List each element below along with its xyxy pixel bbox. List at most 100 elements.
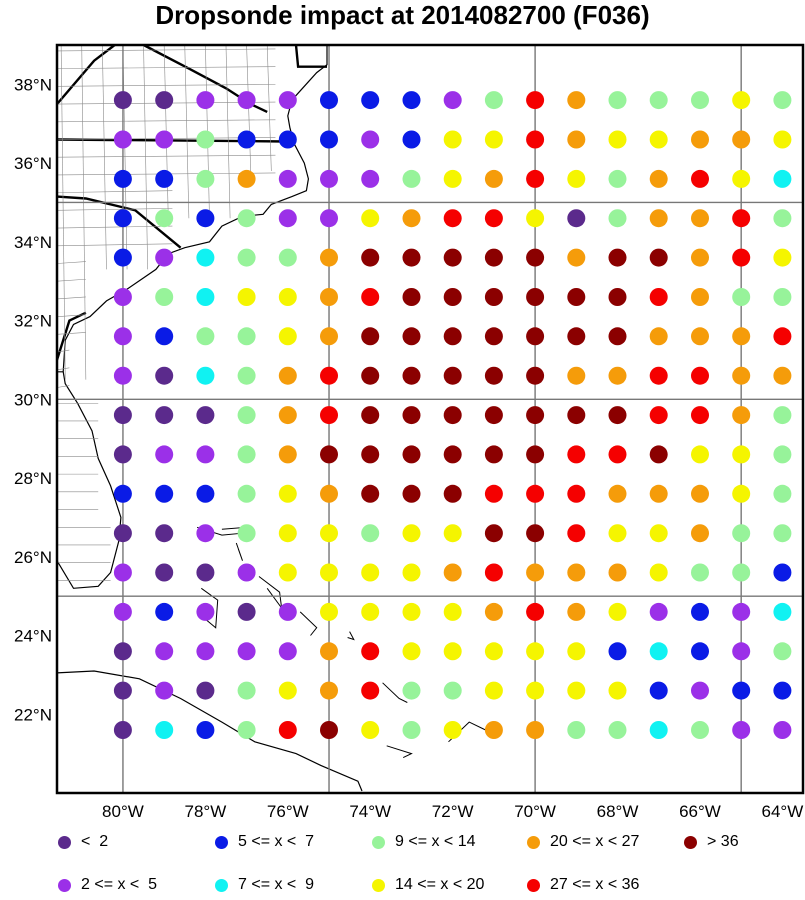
data-point bbox=[649, 327, 668, 346]
data-point bbox=[320, 642, 338, 661]
data-point bbox=[649, 288, 668, 306]
data-point bbox=[691, 484, 709, 503]
data-point bbox=[443, 327, 462, 346]
data-point bbox=[732, 602, 751, 621]
data-point bbox=[320, 248, 338, 267]
data-point bbox=[567, 288, 586, 306]
data-point bbox=[113, 484, 132, 503]
data-point bbox=[526, 406, 545, 425]
data-point bbox=[691, 91, 709, 110]
data-point bbox=[732, 642, 751, 661]
data-point bbox=[443, 366, 462, 385]
data-point bbox=[113, 563, 132, 582]
florida-coastline bbox=[56, 371, 122, 589]
data-point bbox=[278, 91, 297, 110]
data-point bbox=[691, 524, 709, 543]
data-point bbox=[361, 642, 380, 661]
data-point bbox=[567, 91, 586, 110]
data-point bbox=[773, 130, 792, 149]
data-point bbox=[320, 130, 338, 149]
data-point bbox=[443, 524, 462, 543]
data-point bbox=[773, 563, 792, 582]
data-point bbox=[691, 169, 709, 188]
data-point bbox=[567, 445, 586, 464]
data-point bbox=[773, 721, 792, 739]
x-tick-label: 70°W bbox=[514, 802, 556, 821]
data-point bbox=[773, 209, 792, 228]
data-point bbox=[443, 91, 462, 110]
data-point bbox=[691, 642, 709, 661]
data-point bbox=[732, 366, 751, 385]
data-point bbox=[320, 445, 338, 464]
data-point bbox=[278, 248, 297, 267]
data-point bbox=[691, 209, 709, 228]
data-point bbox=[608, 681, 627, 700]
data-point bbox=[484, 406, 503, 425]
data-point bbox=[361, 91, 380, 110]
y-tick-label: 24°N bbox=[14, 627, 52, 646]
data-point bbox=[608, 642, 627, 661]
legend-label: 9 <= x < 14 bbox=[395, 833, 476, 850]
data-point bbox=[402, 524, 421, 543]
data-point bbox=[484, 721, 503, 739]
data-point bbox=[567, 248, 586, 267]
data-point bbox=[567, 130, 586, 149]
data-point bbox=[484, 288, 503, 306]
data-point bbox=[278, 484, 297, 503]
legend-swatch bbox=[58, 835, 71, 849]
island-outline bbox=[386, 745, 413, 759]
data-point bbox=[237, 327, 256, 346]
data-point bbox=[691, 445, 709, 464]
data-point bbox=[691, 288, 709, 306]
state-boundary bbox=[55, 311, 87, 361]
state-boundary bbox=[294, 44, 327, 68]
legend-item: 7 <= x < 9 bbox=[215, 875, 314, 895]
data-point bbox=[732, 721, 751, 739]
data-point bbox=[608, 248, 627, 267]
legend-label: 7 <= x < 9 bbox=[238, 876, 315, 893]
data-point bbox=[608, 602, 627, 621]
data-point bbox=[649, 169, 668, 188]
y-tick-label: 38°N bbox=[14, 75, 52, 94]
data-point bbox=[196, 721, 215, 739]
data-point bbox=[155, 406, 174, 425]
data-point bbox=[361, 406, 380, 425]
island-outline bbox=[258, 576, 283, 609]
data-point bbox=[484, 130, 503, 149]
data-point bbox=[484, 524, 503, 543]
data-point bbox=[113, 130, 132, 149]
data-point bbox=[196, 406, 215, 425]
data-point bbox=[691, 366, 709, 385]
data-point bbox=[196, 602, 215, 621]
data-point bbox=[278, 563, 297, 582]
data-point bbox=[608, 209, 627, 228]
data-point bbox=[278, 130, 297, 149]
legend-label: 2 <= x < 5 bbox=[81, 876, 158, 893]
data-point bbox=[196, 169, 215, 188]
data-point bbox=[113, 681, 132, 700]
data-point bbox=[484, 366, 503, 385]
data-point bbox=[484, 169, 503, 188]
data-point bbox=[484, 681, 503, 700]
data-point bbox=[732, 406, 751, 425]
data-point bbox=[155, 445, 174, 464]
data-point bbox=[155, 563, 174, 582]
data-point bbox=[237, 721, 256, 739]
data-point bbox=[691, 602, 709, 621]
data-point bbox=[113, 366, 132, 385]
data-point bbox=[361, 248, 380, 267]
data-point bbox=[567, 524, 586, 543]
data-point bbox=[691, 406, 709, 425]
data-point bbox=[567, 563, 586, 582]
data-point bbox=[278, 366, 297, 385]
data-point bbox=[732, 327, 751, 346]
data-point bbox=[113, 445, 132, 464]
legend-swatch bbox=[527, 835, 540, 849]
data-point bbox=[526, 91, 545, 110]
data-point bbox=[155, 366, 174, 385]
data-point bbox=[278, 681, 297, 700]
data-point bbox=[732, 91, 751, 110]
data-point bbox=[484, 642, 503, 661]
data-points bbox=[113, 91, 792, 739]
data-point bbox=[608, 406, 627, 425]
